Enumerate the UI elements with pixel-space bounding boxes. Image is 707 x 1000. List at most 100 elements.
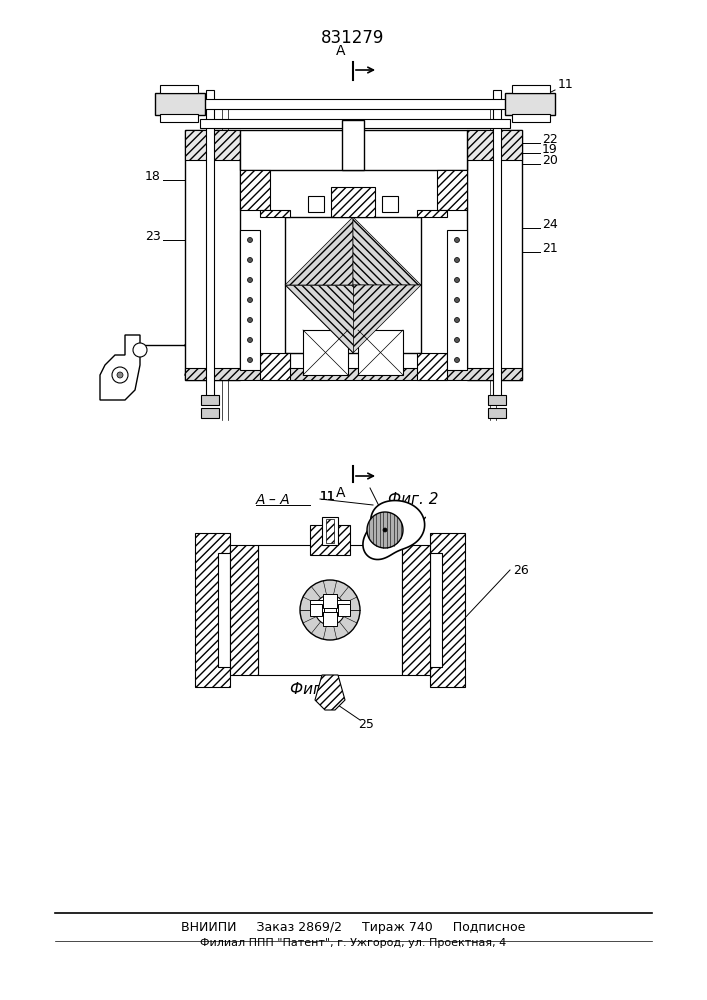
Bar bbox=[402, 545, 430, 675]
Bar bbox=[505, 93, 555, 115]
Text: А – А: А – А bbox=[256, 493, 291, 507]
Bar bbox=[290, 353, 328, 380]
Bar bbox=[310, 604, 322, 616]
Text: 25: 25 bbox=[358, 718, 374, 732]
Bar bbox=[488, 408, 506, 418]
Circle shape bbox=[455, 338, 460, 342]
Text: 20: 20 bbox=[542, 154, 558, 167]
Bar bbox=[512, 85, 550, 93]
Bar bbox=[323, 594, 337, 608]
Text: Фиг. 3: Фиг. 3 bbox=[290, 682, 341, 697]
Bar bbox=[331, 187, 375, 217]
Bar bbox=[200, 119, 510, 128]
Circle shape bbox=[455, 277, 460, 282]
Bar bbox=[336, 600, 350, 612]
Polygon shape bbox=[100, 335, 140, 400]
Circle shape bbox=[247, 358, 252, 362]
Bar bbox=[382, 196, 398, 212]
Bar bbox=[467, 130, 522, 160]
Polygon shape bbox=[353, 217, 421, 285]
Text: 19: 19 bbox=[542, 143, 558, 156]
Circle shape bbox=[133, 343, 147, 357]
Bar bbox=[285, 217, 421, 353]
Bar bbox=[303, 330, 348, 375]
Circle shape bbox=[455, 257, 460, 262]
Bar bbox=[310, 525, 350, 555]
Text: 11: 11 bbox=[320, 490, 336, 504]
Bar bbox=[160, 114, 198, 122]
Text: 23: 23 bbox=[145, 230, 160, 243]
Text: 831279: 831279 bbox=[321, 29, 385, 47]
Polygon shape bbox=[363, 501, 425, 560]
Circle shape bbox=[455, 358, 460, 362]
Circle shape bbox=[455, 298, 460, 302]
Bar bbox=[230, 545, 258, 675]
Text: Фиг. 2: Фиг. 2 bbox=[388, 492, 438, 507]
Bar bbox=[155, 93, 205, 115]
Bar bbox=[343, 121, 363, 169]
Text: 24: 24 bbox=[542, 218, 558, 231]
Circle shape bbox=[455, 237, 460, 242]
Text: ВНИИПИ     Заказ 2869/2     Тираж 740     Подписное: ВНИИПИ Заказ 2869/2 Тираж 740 Подписное bbox=[181, 920, 525, 934]
Bar bbox=[342, 120, 364, 170]
Circle shape bbox=[247, 277, 252, 282]
Bar bbox=[430, 553, 442, 667]
Bar bbox=[240, 230, 260, 370]
Polygon shape bbox=[353, 285, 421, 353]
Bar bbox=[160, 85, 198, 93]
Text: 18: 18 bbox=[145, 170, 161, 183]
Circle shape bbox=[112, 367, 128, 383]
Bar bbox=[206, 90, 214, 400]
Bar bbox=[242, 132, 465, 168]
Bar bbox=[467, 130, 522, 380]
Text: 11: 11 bbox=[320, 490, 336, 504]
Text: 17: 17 bbox=[100, 372, 116, 385]
Bar bbox=[260, 353, 290, 380]
Bar bbox=[258, 545, 402, 675]
Bar bbox=[437, 170, 467, 210]
Bar bbox=[322, 517, 338, 545]
Circle shape bbox=[315, 595, 345, 625]
Bar bbox=[218, 553, 230, 667]
Circle shape bbox=[247, 318, 252, 322]
Circle shape bbox=[247, 257, 252, 262]
Bar bbox=[185, 368, 522, 380]
Bar bbox=[338, 604, 350, 616]
Bar bbox=[326, 519, 334, 543]
Bar bbox=[447, 230, 467, 370]
Circle shape bbox=[383, 528, 387, 532]
Polygon shape bbox=[285, 217, 353, 285]
Bar bbox=[187, 132, 238, 378]
Bar bbox=[493, 90, 501, 400]
Text: 11: 11 bbox=[558, 78, 574, 91]
Bar bbox=[240, 130, 467, 170]
Bar bbox=[240, 170, 270, 210]
Text: А: А bbox=[337, 486, 346, 500]
Bar bbox=[260, 210, 290, 217]
Circle shape bbox=[117, 372, 123, 378]
Bar bbox=[185, 130, 240, 380]
Bar bbox=[358, 330, 403, 375]
Bar bbox=[308, 196, 324, 212]
Circle shape bbox=[247, 338, 252, 342]
Bar bbox=[469, 132, 520, 378]
Bar bbox=[488, 395, 506, 405]
Text: Филиал ППП "Патент", г. Ужгород, ул. Проектная, 4: Филиал ППП "Патент", г. Ужгород, ул. Про… bbox=[200, 938, 506, 948]
Bar bbox=[417, 210, 447, 217]
Bar bbox=[512, 114, 550, 122]
Bar bbox=[201, 408, 219, 418]
Text: А: А bbox=[337, 44, 346, 58]
Polygon shape bbox=[315, 675, 345, 710]
Circle shape bbox=[300, 580, 360, 640]
Text: 21: 21 bbox=[542, 242, 558, 255]
Bar bbox=[200, 99, 510, 109]
Text: 22: 22 bbox=[542, 133, 558, 146]
Bar bbox=[430, 533, 465, 687]
Bar bbox=[417, 353, 447, 380]
Text: 26: 26 bbox=[513, 564, 529, 576]
Circle shape bbox=[455, 318, 460, 322]
Bar bbox=[310, 600, 324, 612]
Polygon shape bbox=[367, 512, 403, 548]
Polygon shape bbox=[285, 285, 353, 353]
Bar bbox=[185, 130, 240, 160]
